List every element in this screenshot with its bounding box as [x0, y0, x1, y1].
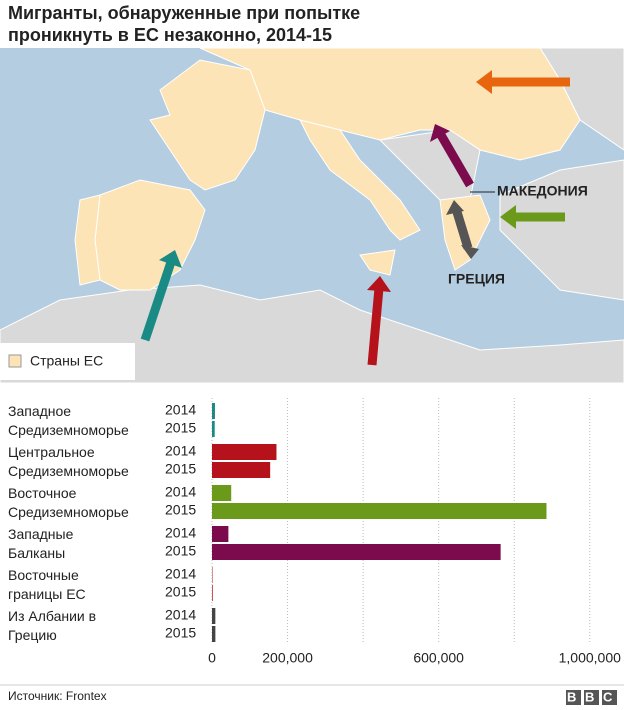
legend-box [0, 343, 135, 380]
bar [212, 608, 216, 624]
category-label: Западные Балканы [8, 526, 74, 561]
eu-land [149, 59, 266, 191]
x-tick-label: 200,000 [262, 650, 313, 666]
series-label: 2015 [165, 420, 196, 436]
map: МАКЕДОНИЯ ГРЕЦИЯ Страны ЕС [0, 47, 624, 384]
bar [212, 444, 277, 460]
series-label: 2015 [165, 502, 196, 518]
series-label: 2015 [165, 461, 196, 477]
arrow-head [446, 200, 464, 215]
chart-title: Мигранты, обнаруженные при попытке прони… [8, 3, 361, 45]
logo: BBC [567, 689, 621, 704]
arrow-head [476, 70, 492, 94]
series-label: 2014 [165, 443, 196, 459]
series-label: 2015 [165, 584, 196, 600]
bar [212, 626, 216, 642]
logo-box [566, 690, 581, 705]
category-label: Западное Средиземноморье [8, 403, 129, 438]
category-label: Восточные границы ЕС [8, 567, 86, 602]
logo-box [602, 690, 617, 705]
bar [212, 421, 215, 437]
eu-land [359, 249, 396, 276]
bar [212, 462, 271, 478]
bar [212, 544, 501, 560]
series-label: 2014 [165, 607, 196, 623]
bar [212, 585, 213, 601]
series-label: 2015 [165, 543, 196, 559]
map-label: МАКЕДОНИЯ [497, 183, 588, 199]
legend-swatch [8, 354, 22, 368]
series-label: 2014 [165, 525, 196, 541]
category-label: Из Албании в Грецию [8, 608, 97, 643]
map-label: ГРЕЦИЯ [448, 271, 505, 287]
series-label: 2014 [165, 484, 196, 500]
arrow-head [159, 250, 182, 268]
source: Источник: Frontex [8, 689, 107, 703]
arrow [437, 132, 474, 188]
arrows [140, 70, 570, 366]
eu-land [74, 194, 101, 286]
arrow-head [430, 124, 450, 142]
series-label: 2015 [165, 625, 196, 641]
arrow-head [500, 205, 516, 229]
series-label: 2014 [165, 402, 196, 418]
bar [212, 526, 229, 542]
category-label: Восточное Средиземноморье [8, 485, 129, 520]
x-tick-label: 1,000,000 [559, 650, 621, 666]
arrow-head [367, 276, 391, 292]
logo-box [584, 690, 599, 705]
bar [212, 485, 232, 501]
series-label: 2014 [165, 566, 196, 582]
legend-label: Страны ЕС [30, 353, 103, 369]
land [499, 159, 624, 301]
arrow [367, 287, 384, 366]
category-label: Центральное Средиземноморье [8, 444, 129, 479]
arrow [140, 260, 176, 342]
x-tick-label: 0 [208, 650, 216, 666]
x-tick-label: 600,000 [413, 650, 464, 666]
eu-land [299, 119, 421, 241]
arrow-head [461, 245, 479, 259]
arrow [452, 210, 473, 250]
bar [212, 503, 547, 519]
bar [212, 403, 215, 419]
